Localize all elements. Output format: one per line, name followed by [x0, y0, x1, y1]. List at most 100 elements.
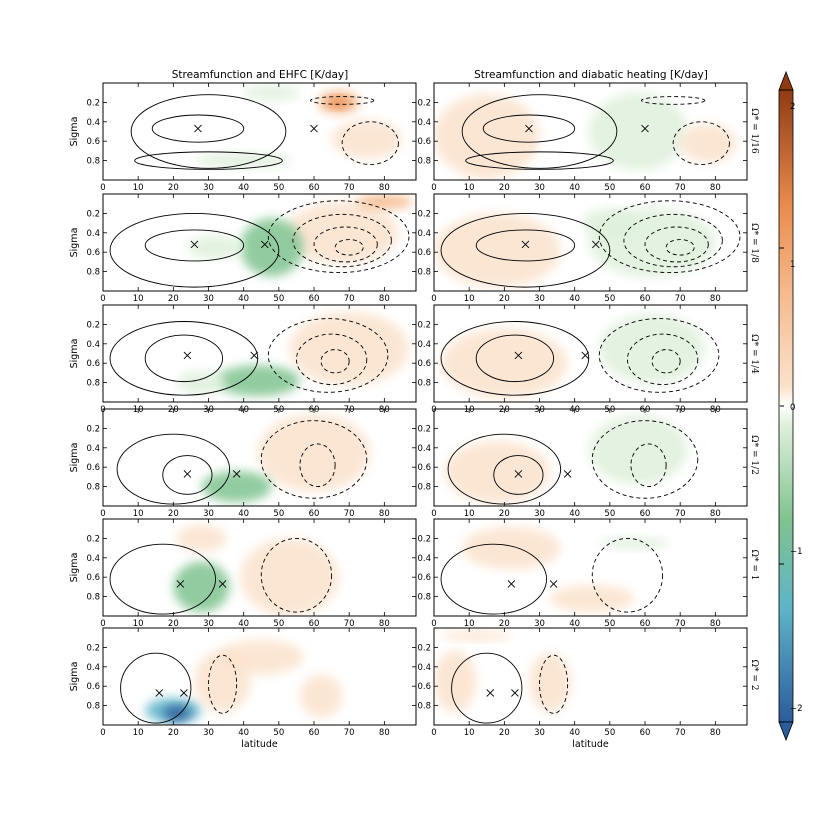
panel-diabatic: 0 10 20 30 40 50 60 70 80 0.2 0.4 0.6 0.8: [417, 518, 748, 629]
shading-blob: [550, 584, 635, 613]
x-tick-label: 60: [640, 183, 651, 193]
shading-blob: [444, 441, 551, 504]
x-tick-label: 30: [203, 509, 214, 519]
x-tick-label: 70: [675, 728, 686, 738]
x-tick-label: 40: [569, 183, 580, 193]
shading-blob: [581, 208, 638, 238]
x-tick-label: 50: [604, 509, 615, 519]
panel-ehfc: 0 10 20 30 40 50 60 70 80 0.2 0.4 0.6 0.8 Sigma: [69, 82, 417, 193]
x-tick-label: 50: [273, 183, 284, 193]
shading-blob: [599, 537, 670, 550]
y-tick-label: 0.8: [417, 157, 431, 167]
x-tick-label: 70: [344, 294, 355, 304]
contour-positive: [120, 652, 192, 724]
contour-positive: [493, 455, 544, 495]
cell-center-marker: [218, 580, 227, 588]
axes-frame: [102, 193, 417, 292]
contours: [120, 652, 238, 724]
colorbar-tick-label: 2: [790, 102, 795, 112]
y-tick-label: 0.2: [417, 98, 431, 108]
x-tick-label: 50: [604, 619, 615, 629]
shading-blob: [162, 705, 191, 722]
contour-positive: [130, 94, 287, 169]
contour-positive: [134, 151, 283, 170]
shading-blob: [331, 119, 402, 159]
shading: [434, 207, 716, 288]
panel-diabatic: 0 10 20 30 40 50 60 70 80 0.2 0.4 0.6 0.8: [417, 408, 748, 519]
contour-positive: [144, 334, 224, 383]
x-tick-label: 0: [431, 509, 436, 519]
x-tick-label: 70: [344, 183, 355, 193]
x-tick-label: 20: [499, 183, 510, 193]
x-tick-label: 80: [379, 509, 390, 519]
x-tick-label: 10: [464, 294, 475, 304]
y-tick-label: 0.2: [417, 320, 431, 330]
contour-positive: [475, 229, 576, 262]
contours: [461, 94, 730, 170]
contour-negative: [623, 213, 723, 268]
x-tick-label: 40: [238, 183, 249, 193]
panel-ehfc: 0 10 20 30 40 50 60 70 80 0.2 0.4 0.6 0.8 Sigma: [69, 193, 417, 304]
y-tick-label: 0.8: [86, 483, 100, 493]
shading-blob: [240, 218, 304, 277]
shading-blob: [176, 370, 227, 395]
x-tick-label: 20: [168, 728, 179, 738]
contour-positive: [475, 334, 555, 383]
y-tick-label: 0.4: [86, 444, 100, 454]
y-tick-label: 0.6: [417, 137, 431, 147]
contours: [440, 200, 741, 288]
contour-negative: [591, 420, 699, 499]
cell-center-marker: [183, 470, 192, 478]
x-tick-label: 70: [675, 183, 686, 193]
cell-center-marker: [183, 351, 192, 360]
shading-blob: [257, 413, 371, 492]
contour-negative: [260, 537, 333, 613]
shading-blob: [599, 313, 705, 384]
y-tick-label: 0.6: [417, 248, 431, 258]
shading-blob: [441, 630, 512, 641]
y-tick-label: 0.6: [86, 682, 100, 692]
x-tick-label: 40: [569, 728, 580, 738]
panel-ehfc: 0 10 20 30 40 50 60 70 80 0.2 0.4 0.6 0.8 Sigma: [69, 408, 417, 519]
y-tick-label: 0.6: [86, 137, 100, 147]
y-tick-label: 0.6: [417, 359, 431, 369]
x-tick-label: 80: [379, 294, 390, 304]
x-tick-label: 70: [675, 509, 686, 519]
y-axis-label: Sigma: [69, 553, 80, 583]
y-tick-label: 0.8: [417, 593, 431, 603]
contour-positive: [144, 229, 245, 262]
contour-positive: [116, 433, 231, 505]
x-tick-label: 30: [203, 294, 214, 304]
column-title-ehfc: Streamfunction and EHFC [K/day]: [172, 69, 348, 81]
cell-center-marker: [514, 470, 523, 478]
x-tick-label: 40: [569, 619, 580, 629]
contour-negative: [208, 654, 238, 714]
x-tick-label: 20: [168, 294, 179, 304]
y-tick-label: 0.2: [417, 534, 431, 544]
y-tick-label: 0.8: [86, 593, 100, 603]
x-tick-label: 70: [675, 619, 686, 629]
cell-center-marker: [190, 240, 199, 249]
x-tick-label: 40: [569, 509, 580, 519]
row-labels: Ω* = 1/16 Ω* = 1/8 Ω* = 1/4 Ω* = 1/2 Ω* …: [749, 108, 759, 690]
row-label: Ω* = 1/4: [749, 334, 759, 374]
x-tick-label: 70: [344, 619, 355, 629]
y-tick-label: 0.6: [86, 573, 100, 583]
x-tick-label: 0: [100, 294, 105, 304]
y-tick-label: 0.4: [417, 444, 431, 454]
shading-blob: [588, 414, 688, 485]
panel-diabatic: 0 10 20 30 40 50 60 70 80 0.2 0.4 0.6 0.8: [417, 193, 748, 304]
x-tick-label: 20: [168, 183, 179, 193]
x-tick-label: 10: [133, 183, 144, 193]
y-tick-label: 0.2: [86, 320, 100, 330]
colorbar-extend-top: [778, 70, 794, 91]
cell-center-marker: [511, 689, 519, 697]
cell-center-marker: [176, 580, 185, 588]
y-tick-label: 0.8: [417, 379, 431, 389]
x-tick-label: 30: [203, 728, 214, 738]
y-tick-label: 0.8: [86, 157, 100, 167]
y-tick-label: 0.2: [86, 643, 100, 653]
panel-ehfc: 0 10 20 30 40 50 60 70 80 0.2 0.4 0.6 0.8 Sigma latitu…: [69, 627, 417, 750]
x-tick-label: 80: [710, 183, 721, 193]
y-tick-label: 0.4: [86, 229, 100, 239]
